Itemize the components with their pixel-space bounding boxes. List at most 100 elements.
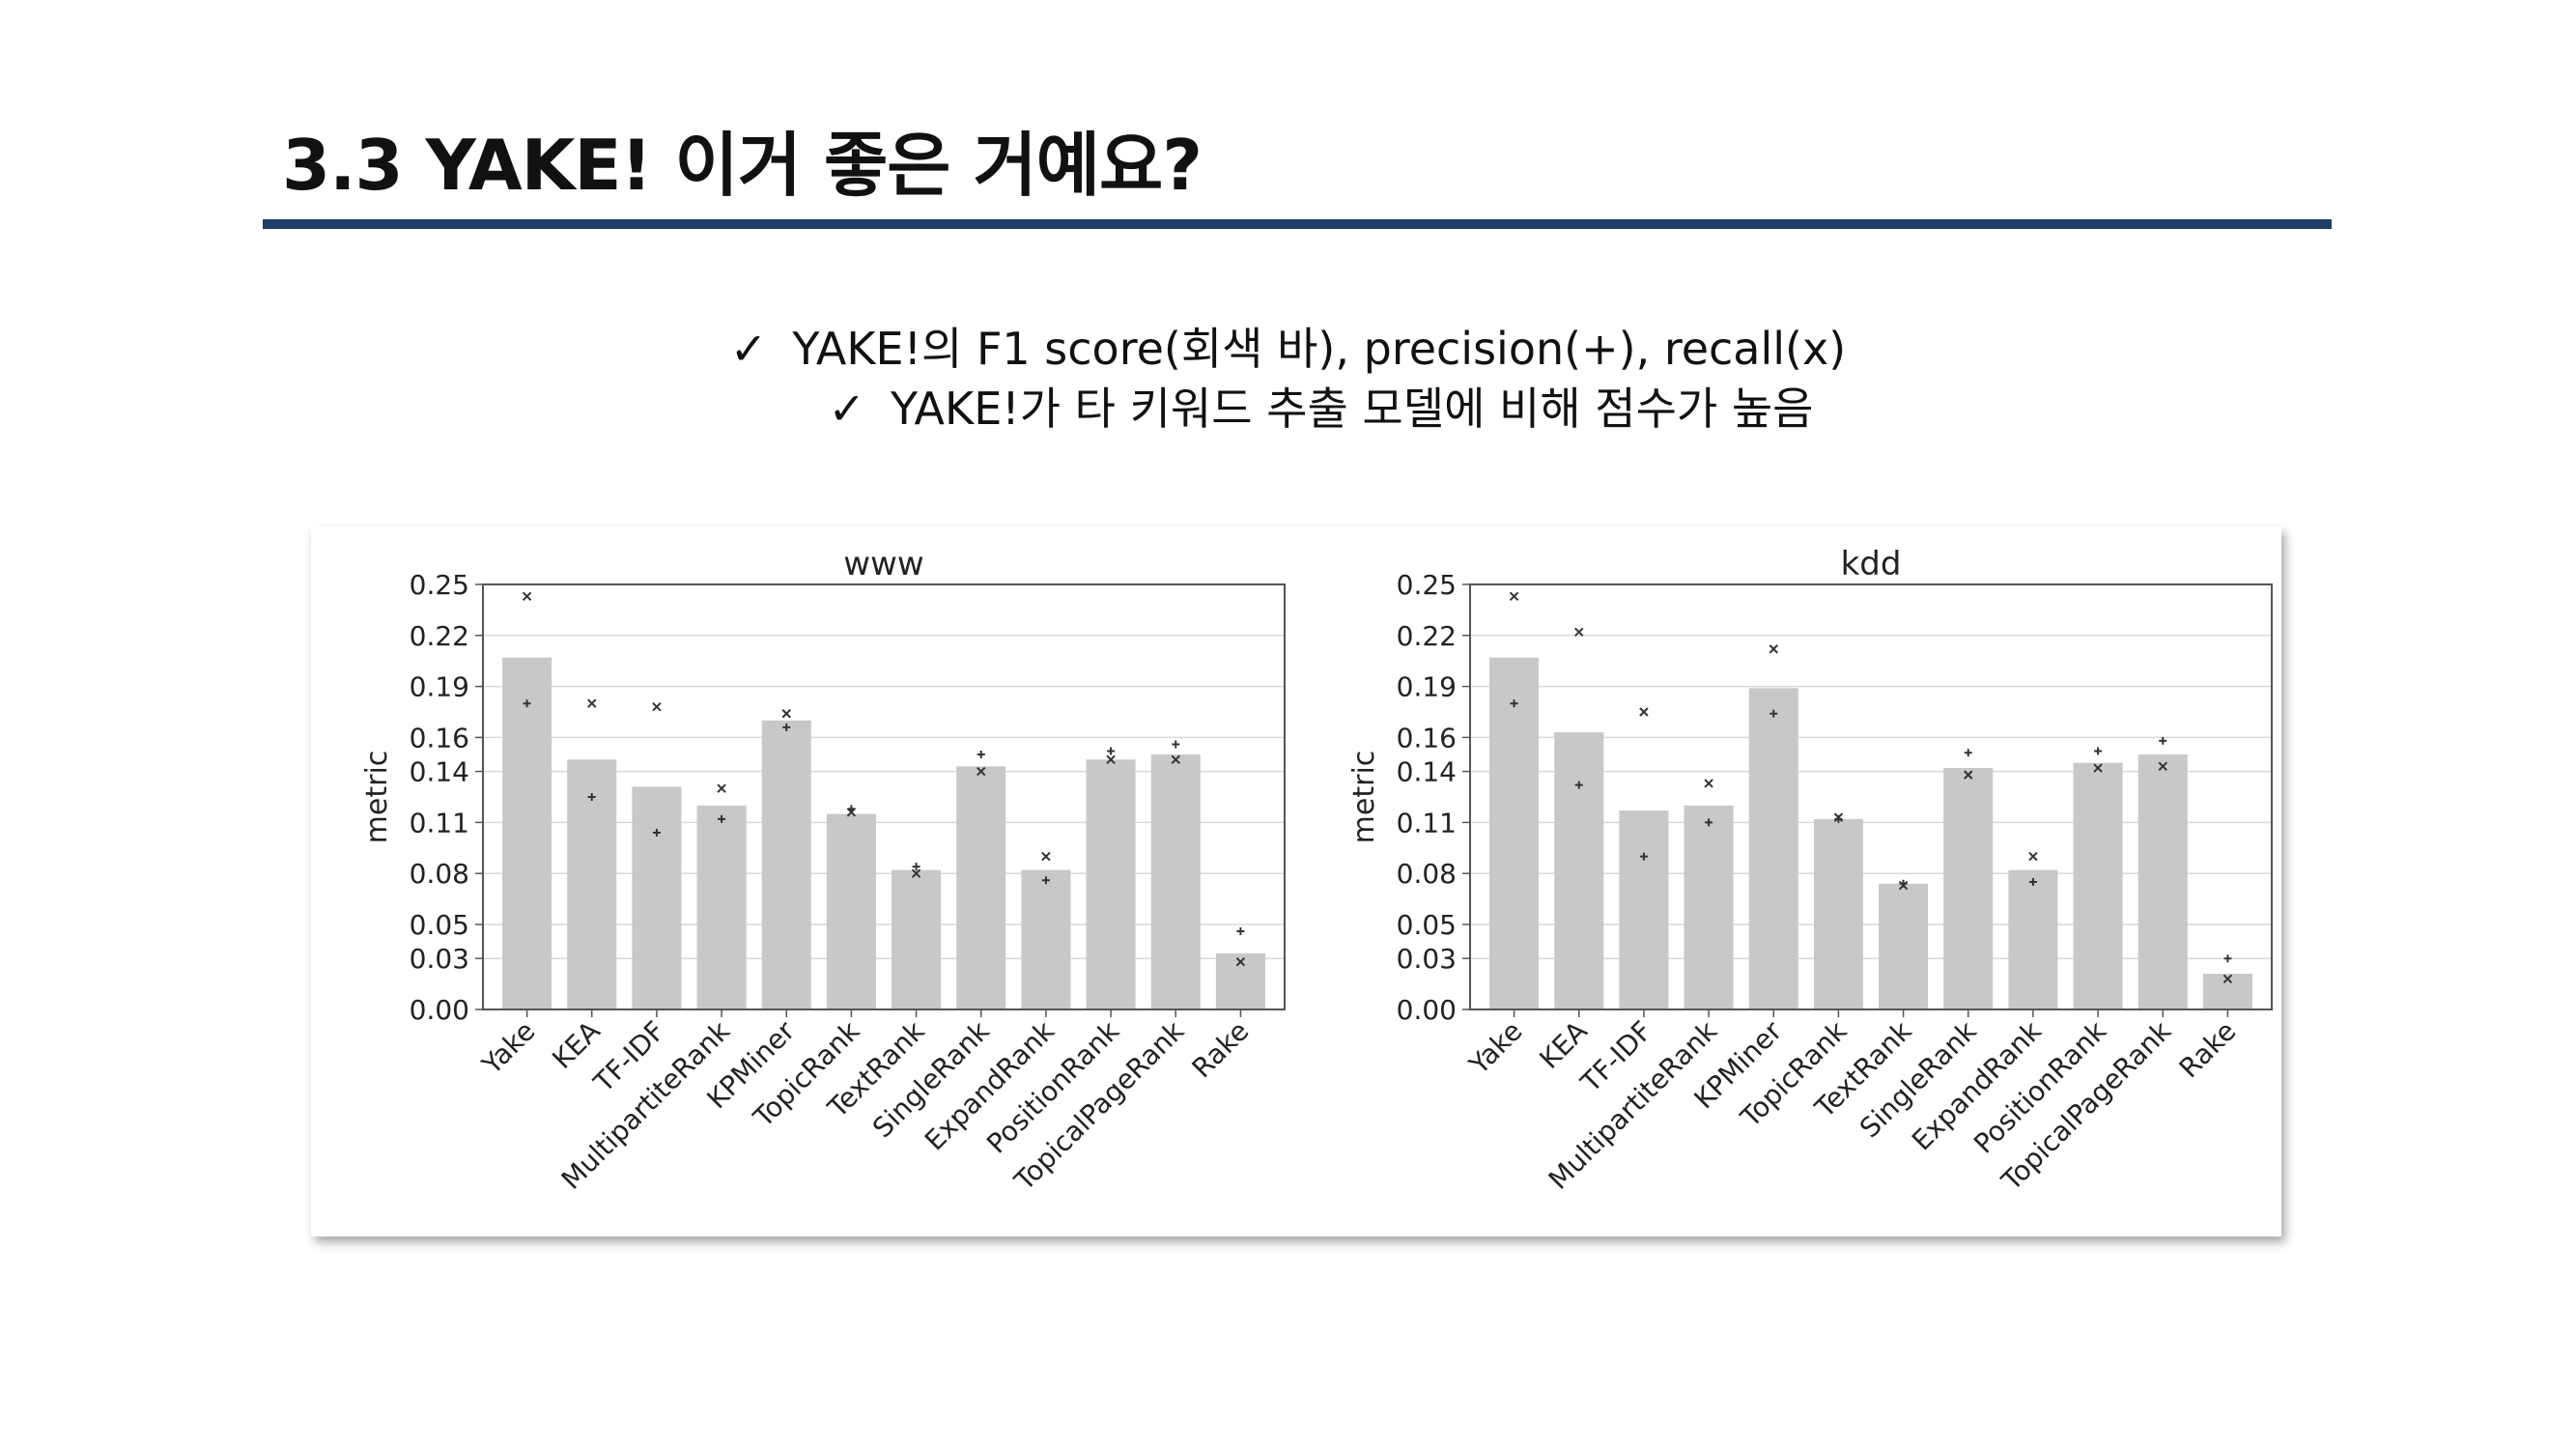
bar-topicalpagerank <box>1150 754 1201 1009</box>
chart-kdd: 0.00 0.030.05 0.08 0.11 0.140.16 0.19 0.22 0.25… <box>1347 545 2273 1197</box>
precision-marker <box>652 828 661 837</box>
precision-marker <box>1964 749 1972 757</box>
recall-marker <box>2028 851 2038 862</box>
y-tick-label: 0.11 <box>1397 807 1457 838</box>
recall-marker <box>652 702 662 712</box>
recall-marker <box>1106 754 1116 764</box>
recall-marker <box>717 783 726 793</box>
bar-kpminer <box>1748 688 1798 1009</box>
y-tick-label: 0.08 <box>1397 858 1457 890</box>
y-tick-label: 0.22 <box>410 620 469 652</box>
y-tick-label: 0.25 <box>410 569 469 601</box>
bar-singlerank <box>956 766 1006 1009</box>
bar-tf-idf <box>632 786 682 1009</box>
recall-marker <box>1235 957 1246 967</box>
precision-marker <box>1041 876 1050 885</box>
bullet-text-1: YAKE!의 F1 score(회색 바), precision(+), rec… <box>792 323 1847 375</box>
recall-marker <box>1041 851 1051 862</box>
precision-marker <box>977 751 985 758</box>
figure-panel: 0.00 0.03 0.05 0.08 0.11 0.14 0.16 0.19 0.22 0.25… <box>311 526 2281 1236</box>
bar-expandrank <box>1021 869 1071 1009</box>
bar-positionrank <box>1086 759 1136 1009</box>
y-tick-label: 0.19 <box>410 671 469 703</box>
bar-textrank <box>1879 883 1929 1009</box>
bullet-item-1: ✓ YAKE!의 F1 score(회색 바), precision(+), re… <box>0 319 2576 379</box>
precision-marker <box>1639 852 1648 861</box>
precision-marker <box>1769 709 1778 718</box>
bullet-list: ✓ YAKE!의 F1 score(회색 바), precision(+), re… <box>0 319 2576 439</box>
recall-marker <box>2222 974 2233 984</box>
bar-singlerank <box>1943 768 1994 1009</box>
x-tick-label: Yake <box>475 1015 541 1081</box>
recall-marker <box>1171 754 1180 764</box>
y-tick-label: 0.03 <box>410 943 469 975</box>
precision-marker <box>1574 781 1583 789</box>
precision-marker <box>1510 699 1518 708</box>
bar-yake <box>502 657 552 1009</box>
y-tick-label: 0.25 <box>1397 569 1457 601</box>
y-tick-label: 0.11 <box>410 807 469 838</box>
precision-marker <box>2028 878 2037 886</box>
recall-marker <box>2158 761 2167 772</box>
slide-title: 3.3 YAKE! 이거 좋은 거예요? <box>282 125 1203 206</box>
x-tick-label: Rake <box>1186 1015 1256 1085</box>
bar-positionrank <box>2073 762 2123 1009</box>
recall-marker <box>1509 591 1519 602</box>
recall-marker <box>522 591 532 602</box>
checkmark-icon: ✓ <box>828 383 866 435</box>
precision-marker <box>1236 927 1245 936</box>
y-tick-label: 0.05 <box>1397 909 1457 941</box>
precision-marker <box>1172 740 1180 749</box>
recall-marker <box>1639 707 1649 717</box>
chart-title: www <box>843 545 923 583</box>
bar-textrank <box>892 869 942 1009</box>
y-tick-label: 0.03 <box>1397 943 1457 975</box>
y-tick-label: 0.05 <box>410 909 469 941</box>
y-axis-label: metric <box>360 751 394 844</box>
y-axis-label: metric <box>1347 751 1381 844</box>
bar-multipartiterank <box>696 805 747 1009</box>
y-tick-label: 0.14 <box>410 756 469 788</box>
precision-marker <box>523 699 531 708</box>
charts-canvas: 0.000.030.050.080.110.140.160.190.220.25… <box>360 545 2273 1197</box>
recall-marker <box>781 709 791 719</box>
chart-title: kdd <box>1841 545 1902 583</box>
y-tick-label: 0.00 <box>1397 994 1457 1026</box>
recall-marker <box>846 808 857 817</box>
y-tick-label: 0.19 <box>1397 671 1457 703</box>
bar-kpminer <box>761 720 811 1009</box>
y-tick-label: 0.00 <box>410 994 469 1026</box>
recall-marker <box>587 698 597 708</box>
y-tick-label: 0.16 <box>1397 722 1457 753</box>
bar-topicrank <box>826 813 876 1009</box>
precision-marker <box>2094 747 2103 755</box>
precision-marker <box>2223 954 2232 963</box>
precision-marker <box>2159 736 2167 745</box>
bar-multipartiterank <box>1684 805 1734 1009</box>
bullet-item-2: ✓ YAKE!가 타 키워드 추출 모델에 비해 점수가 높음 <box>0 379 2576 439</box>
bullet-text-2: YAKE!가 타 키워드 추출 모델에 비해 점수가 높음 <box>891 383 1814 435</box>
precision-marker <box>587 793 596 801</box>
precision-marker <box>1107 747 1116 755</box>
title-underline <box>263 219 2332 229</box>
precision-marker <box>1705 818 1713 827</box>
recall-marker <box>977 766 986 777</box>
bar-topicrank <box>1813 818 1863 1009</box>
recall-marker <box>1964 770 1973 780</box>
recall-marker <box>911 868 921 878</box>
plot-area <box>483 584 1285 1009</box>
bar-kea <box>567 759 617 1009</box>
recall-marker <box>1769 644 1778 654</box>
y-tick-label: 0.14 <box>1397 756 1457 788</box>
bar-tf-idf <box>1619 810 1669 1009</box>
y-tick-label: 0.16 <box>410 722 469 753</box>
recall-marker <box>2093 763 2103 773</box>
checkmark-icon: ✓ <box>729 323 768 375</box>
precision-marker <box>718 814 726 823</box>
x-tick-label: Yake <box>1462 1015 1528 1081</box>
precision-marker <box>912 863 920 871</box>
axes-frame <box>1469 583 2273 1010</box>
bar-kea <box>1554 732 1604 1009</box>
precision-marker <box>782 723 791 731</box>
bar-yake <box>1489 657 1540 1009</box>
